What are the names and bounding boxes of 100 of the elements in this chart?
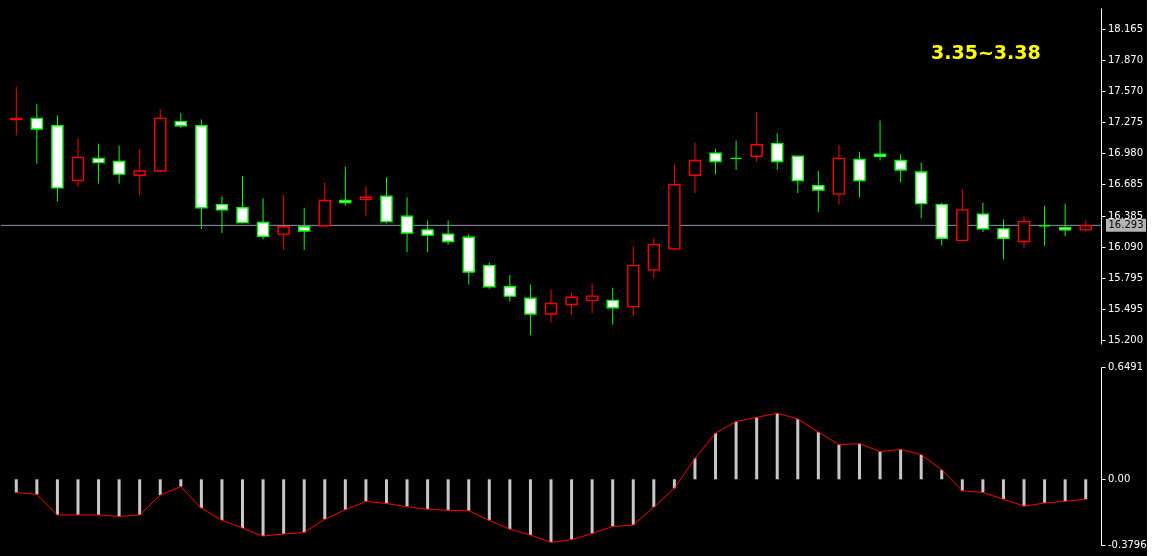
candlestick bbox=[750, 111, 763, 163]
bar bbox=[528, 479, 532, 536]
bar bbox=[816, 432, 820, 480]
bar bbox=[919, 454, 923, 480]
candlestick bbox=[503, 274, 517, 302]
y-tick-label: 16.980 bbox=[1108, 147, 1143, 159]
candlestick bbox=[1058, 203, 1072, 237]
candlestick bbox=[894, 153, 907, 184]
candlestick bbox=[71, 137, 85, 188]
annotation: 3.35~3.38 bbox=[931, 41, 1041, 63]
candlestick bbox=[544, 289, 558, 323]
bar bbox=[364, 479, 368, 502]
bar bbox=[611, 479, 615, 527]
candlestick bbox=[688, 142, 702, 194]
y-tick-label: 18.165 bbox=[1108, 22, 1143, 34]
candlestick bbox=[853, 151, 866, 198]
candlestick bbox=[1038, 205, 1051, 247]
bar bbox=[796, 418, 800, 480]
candlestick bbox=[441, 219, 455, 246]
bar bbox=[1043, 479, 1047, 504]
bar bbox=[775, 413, 779, 480]
candlestick bbox=[30, 103, 44, 165]
bar bbox=[405, 479, 409, 507]
bar bbox=[158, 479, 162, 496]
bar bbox=[981, 479, 985, 493]
candlestick bbox=[92, 143, 105, 185]
bar bbox=[261, 479, 265, 537]
candlestick bbox=[812, 170, 825, 213]
candlestick bbox=[277, 194, 290, 251]
bar bbox=[343, 479, 347, 510]
bar bbox=[1001, 479, 1005, 500]
y-tick-label: 0.00 bbox=[1108, 473, 1131, 485]
bar bbox=[467, 479, 471, 511]
y-tick-label: 16.385 bbox=[1108, 209, 1143, 221]
y-tick-label: -0.3796 bbox=[1108, 539, 1147, 550]
bar bbox=[282, 479, 286, 534]
candlestick bbox=[585, 283, 599, 314]
bar bbox=[55, 479, 59, 515]
y-tick-label: 17.275 bbox=[1108, 116, 1143, 128]
y-tick-label: 15.200 bbox=[1108, 334, 1143, 346]
bar bbox=[1084, 479, 1088, 500]
y-tick-label: 16.685 bbox=[1108, 178, 1143, 190]
candlestick bbox=[400, 196, 414, 253]
bar bbox=[878, 451, 882, 480]
line-series bbox=[15, 412, 1087, 543]
y-tick-label: 16.090 bbox=[1108, 240, 1143, 252]
y-tick-label: 15.795 bbox=[1108, 271, 1143, 283]
candlestick bbox=[997, 218, 1010, 260]
bar bbox=[857, 443, 861, 480]
bar bbox=[1063, 479, 1067, 502]
bar bbox=[220, 479, 224, 521]
candlestick bbox=[565, 292, 578, 316]
bar bbox=[241, 479, 245, 529]
y-tick-label: 17.870 bbox=[1108, 53, 1143, 65]
candlestick bbox=[1017, 215, 1031, 249]
bar bbox=[323, 479, 327, 520]
candlestick bbox=[339, 166, 352, 207]
candlestick bbox=[421, 219, 434, 253]
bar bbox=[302, 479, 306, 533]
candlestick bbox=[133, 148, 146, 196]
bar bbox=[97, 479, 101, 515]
bar bbox=[76, 479, 80, 515]
bar bbox=[446, 479, 450, 511]
bar bbox=[590, 479, 594, 534]
bar bbox=[899, 449, 903, 480]
candlestick bbox=[298, 207, 311, 251]
candlestick bbox=[236, 175, 249, 225]
y-tick-label: 15.495 bbox=[1108, 303, 1143, 315]
y-tick-label: 17.570 bbox=[1108, 85, 1143, 97]
bar bbox=[693, 458, 697, 480]
bar bbox=[138, 479, 142, 515]
candlestick bbox=[524, 284, 537, 336]
bar bbox=[384, 479, 388, 504]
bar bbox=[755, 417, 759, 480]
candlestick bbox=[483, 262, 496, 290]
bar bbox=[508, 479, 512, 530]
bar bbox=[837, 444, 841, 480]
candlestick bbox=[709, 148, 722, 175]
ref-line-label: 16.293 bbox=[1108, 219, 1144, 231]
bar bbox=[14, 479, 18, 493]
candlestick bbox=[112, 145, 126, 185]
bar bbox=[1022, 479, 1026, 507]
bar bbox=[426, 479, 430, 510]
bar bbox=[549, 479, 553, 543]
bar bbox=[199, 479, 203, 509]
bar bbox=[117, 479, 121, 517]
candlestick bbox=[729, 140, 743, 171]
candlestick bbox=[976, 202, 990, 233]
bar bbox=[734, 421, 738, 480]
candlestick bbox=[771, 132, 784, 171]
candlestick bbox=[606, 287, 619, 326]
bar bbox=[631, 479, 635, 525]
bar bbox=[714, 433, 718, 480]
bar bbox=[570, 479, 574, 540]
candlestick bbox=[256, 197, 270, 240]
candlestick bbox=[215, 195, 229, 234]
y-tick-label: 0.6491 bbox=[1108, 361, 1143, 372]
candlestick bbox=[873, 120, 887, 161]
bar bbox=[35, 479, 39, 495]
bar bbox=[487, 479, 491, 521]
